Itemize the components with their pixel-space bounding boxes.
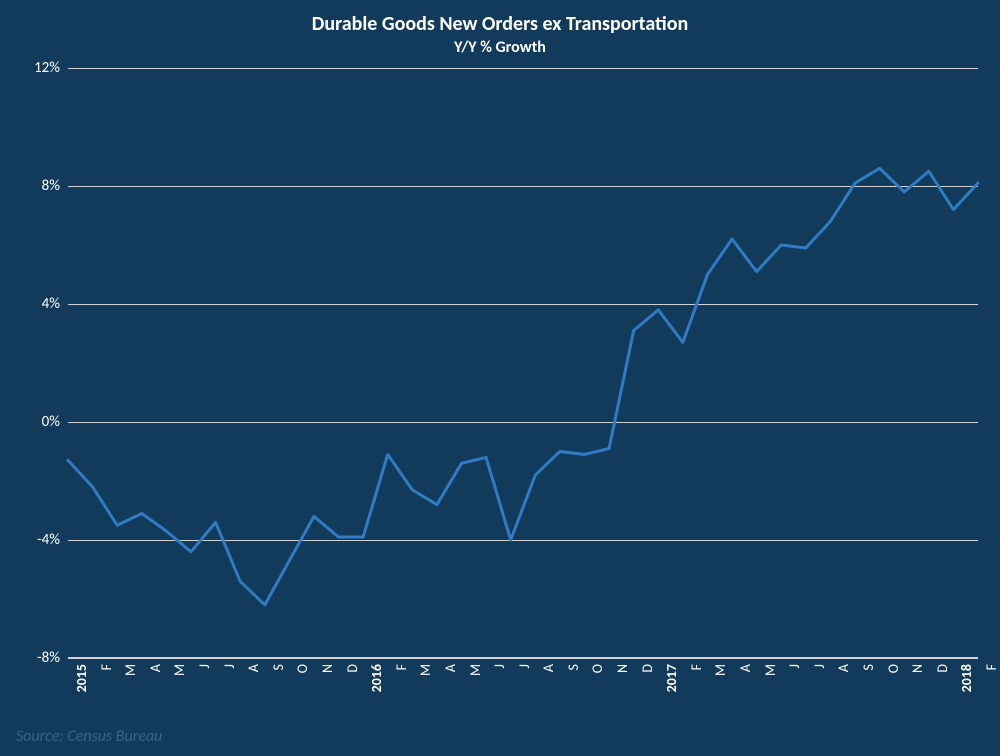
x-tick-label: F [393,664,410,670]
x-tick-label: A [442,664,459,672]
x-tick-label: J [516,664,533,668]
x-tick-label: D [934,664,951,673]
x-tick-label: J [786,664,803,668]
x-tick-label: 2015 [73,664,90,692]
x-tick-label: O [885,664,902,673]
x-tick-label: 2017 [663,664,680,692]
x-tick-label: J [221,664,238,668]
x-tick-label: A [147,664,164,672]
data-line [68,168,978,605]
y-tick-label: -8% [37,649,60,667]
x-tick-label: N [614,664,631,673]
x-tick-label: J [491,664,508,668]
x-tick-label: M [171,664,188,676]
y-tick-label: 4% [42,295,60,313]
x-tick-label: M [467,664,484,676]
x-tick-label: M [122,664,139,676]
x-tick-label: D [639,664,656,673]
x-tick-label: 2018 [958,664,975,692]
chart-container: Durable Goods New Orders ex Transportati… [0,0,1000,756]
x-tick-label: A [835,664,852,672]
y-tick-label: 8% [42,177,60,195]
chart-title: Durable Goods New Orders ex Transportati… [0,12,1000,36]
x-tick-label: M [762,664,779,676]
x-tick-label: F [98,664,115,670]
y-tick-label: 0% [42,413,60,431]
x-tick-label: D [344,664,361,673]
x-tick-label: M [712,664,729,676]
grid-line [68,658,978,659]
chart-subtitle: Y/Y % Growth [0,38,1000,57]
x-tick-label: O [294,664,311,673]
x-tick-label: A [540,664,557,672]
plot-area: -8%-4%0%4%8%12%2015FMAMJJASOND2016FMAMJJ… [68,68,978,658]
x-tick-label: J [196,664,213,668]
x-tick-label: A [245,664,262,672]
line-chart-svg [68,68,978,658]
x-tick-label: O [589,664,606,673]
y-tick-label: -4% [37,531,60,549]
x-tick-label: A [737,664,754,672]
x-tick-label: 2016 [368,664,385,692]
y-tick-label: 12% [34,59,60,77]
x-tick-label: F [983,664,1000,670]
x-tick-label: S [565,664,582,670]
x-tick-label: M [417,664,434,676]
x-tick-label: S [860,664,877,670]
x-tick-label: N [909,664,926,673]
x-tick-label: J [811,664,828,668]
source-label: Source: Census Bureau [16,727,162,746]
x-tick-label: F [688,664,705,670]
x-tick-label: S [270,664,287,670]
x-tick-label: N [319,664,336,673]
